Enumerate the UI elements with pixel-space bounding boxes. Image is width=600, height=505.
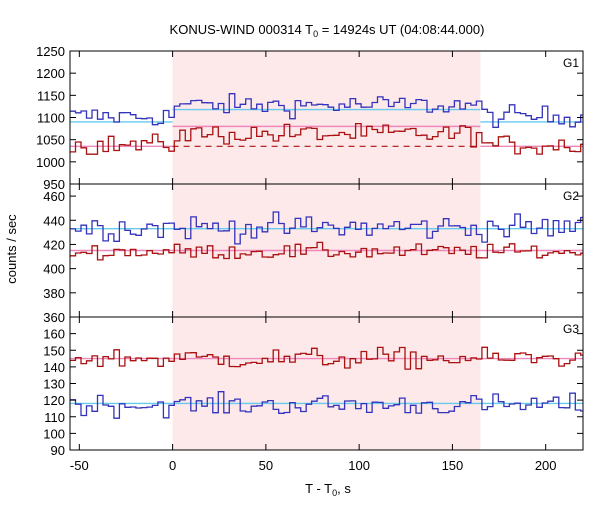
highlight-region-g1: [172, 51, 481, 184]
y-tick-label: 1100: [37, 111, 65, 126]
title-main: KONUS-WIND 000314 T: [170, 22, 314, 37]
y-tick-label: 950: [43, 177, 65, 192]
series-a-g2: [70, 211, 583, 245]
panel-label-g1: G1: [563, 56, 579, 70]
y-tick-label: 1000: [36, 155, 65, 170]
series-b-g1: [70, 122, 583, 155]
y-tick-label: 110: [44, 410, 65, 425]
xlabel-main: T - T: [305, 481, 332, 496]
series-b-g2: [70, 241, 583, 261]
y-tick-label: 420: [43, 237, 65, 252]
axes-layer: 950100010501100115012001250G136038040042…: [36, 44, 584, 473]
xlabel-rest: , s: [337, 481, 351, 496]
x-tick-label: 150: [442, 458, 464, 473]
xlabel-subscript: 0: [332, 488, 337, 498]
x-tick-label: 0: [169, 458, 176, 473]
series-a-g1: [70, 93, 583, 128]
title-rest: = 14924s UT (04:08:44.000): [318, 22, 484, 37]
y-tick-label: 130: [43, 377, 65, 392]
chart-title: KONUS-WIND 000314 T0 = 14924s UT (04:08:…: [170, 22, 485, 39]
y-tick-label: 1150: [37, 88, 65, 103]
highlight-region-g3: [172, 317, 481, 450]
y-tick-label: 100: [43, 426, 65, 441]
x-tick-label: 100: [348, 458, 370, 473]
panel-g3-plot: [70, 346, 583, 419]
panel-g1-plot: [70, 93, 583, 155]
x-tick-label: 50: [259, 458, 273, 473]
x-tick-label: -50: [70, 458, 89, 473]
panel-label-g2: G2: [563, 189, 579, 203]
y-tick-label: 140: [43, 360, 65, 375]
y-tick-label: 1200: [36, 66, 65, 81]
y-tick-label: 120: [43, 393, 65, 408]
series-a-g3: [70, 391, 583, 419]
title-subscript: 0: [313, 29, 318, 39]
y-tick-label: 90: [51, 443, 65, 458]
y-tick-label: 150: [43, 343, 65, 358]
y-axis-label: counts / sec: [4, 214, 19, 284]
panel-g2-plot: [70, 211, 583, 261]
y-tick-label: 1250: [36, 44, 65, 59]
y-tick-label: 400: [43, 262, 65, 277]
y-tick-label: 360: [43, 310, 65, 325]
x-axis-label: T - T0, s: [305, 481, 351, 498]
y-tick-label: 160: [43, 327, 65, 342]
y-tick-label: 440: [43, 213, 65, 228]
y-tick-label: 460: [43, 189, 65, 204]
y-tick-label: 1050: [36, 133, 65, 148]
series-b-g3: [70, 346, 583, 370]
x-tick-label: 200: [535, 458, 557, 473]
panel-label-g3: G3: [563, 322, 579, 336]
series-layer: [70, 93, 583, 419]
y-tick-label: 380: [43, 286, 65, 301]
